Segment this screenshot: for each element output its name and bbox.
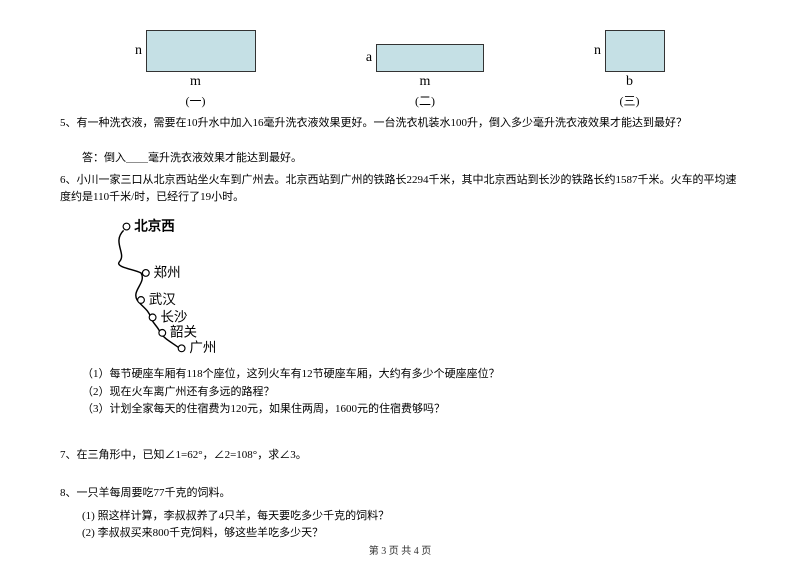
- q8-text: 8、一只羊每周要吃77千克的饲料。: [60, 485, 740, 502]
- map-node-label: 北京西: [134, 217, 175, 233]
- map-node-label: 广州: [189, 340, 216, 355]
- rect2-num-label: (二): [415, 92, 435, 109]
- rect-group-1: n m (一): [135, 30, 256, 109]
- map-node-label: 武汉: [149, 292, 177, 307]
- railway-map-svg: 北京西郑州武汉长沙韶关广州: [90, 213, 250, 358]
- rect3-bottom-label: b: [626, 74, 633, 90]
- rectangles-row: n m (一) a m (二) n b (三): [60, 30, 740, 109]
- rect-group-2: a m (二): [366, 44, 484, 109]
- map-node-circle: [123, 223, 130, 230]
- q6-sub3: （3）计划全家每天的住宿费为120元，如果住两周，1600元的住宿费够吗？: [82, 401, 740, 419]
- map-node-circle: [138, 297, 145, 304]
- map-node-circle: [178, 345, 185, 352]
- map-nodes: 北京西郑州武汉长沙韶关广州: [123, 217, 216, 355]
- rect2-box: [376, 44, 484, 72]
- rect-group-3: n b (三): [594, 30, 665, 109]
- rect1-box: [146, 30, 256, 72]
- q5-text: 5、有一种洗衣液，需要在10升水中加入16毫升洗衣液效果更好。一台洗衣机装水10…: [60, 115, 740, 132]
- rect1-bottom-label: m: [190, 74, 201, 90]
- rect1-num-label: (一): [185, 92, 205, 109]
- q5-answer: 答：倒入＿＿毫升洗衣液效果才能达到最好。: [60, 150, 740, 167]
- q7-text: 7、在三角形中，已知∠1=62°，∠2=108°，求∠3。: [60, 447, 740, 464]
- railway-map: 北京西郑州武汉长沙韶关广州: [90, 213, 250, 358]
- map-node-circle: [159, 329, 166, 336]
- q8-sub1: (1) 照这样计算，李叔叔养了4只羊，每天要吃多少千克的饲料？: [82, 508, 740, 526]
- rect3-num-label: (三): [620, 92, 640, 109]
- map-node-label: 长沙: [160, 309, 187, 324]
- q6-sub1: （1）每节硬座车厢有118个座位，这列火车有12节硬座车厢，大约有多少个硬座座位…: [82, 366, 740, 384]
- map-node-circle: [142, 270, 149, 277]
- map-node-label: 郑州: [154, 265, 181, 280]
- q8-sub2: (2) 李叔叔买来800千克饲料，够这些羊吃多少天？: [82, 525, 740, 543]
- rect3-box: [605, 30, 665, 72]
- rect2-side-label: a: [366, 50, 372, 66]
- q6-text: 6、小川一家三口从北京西站坐火车到广州去。北京西站到广州的铁路长2294千米，其…: [60, 172, 740, 205]
- page-footer: 第 3 页 共 4 页: [0, 542, 800, 557]
- map-node-circle: [149, 314, 156, 321]
- rect3-side-label: n: [594, 43, 601, 59]
- rect2-bottom-label: m: [420, 74, 431, 90]
- rect1-side-label: n: [135, 43, 142, 59]
- q6-sub2: （2）现在火车离广州还有多远的路程？: [82, 384, 740, 402]
- map-node-label: 韶关: [170, 325, 197, 340]
